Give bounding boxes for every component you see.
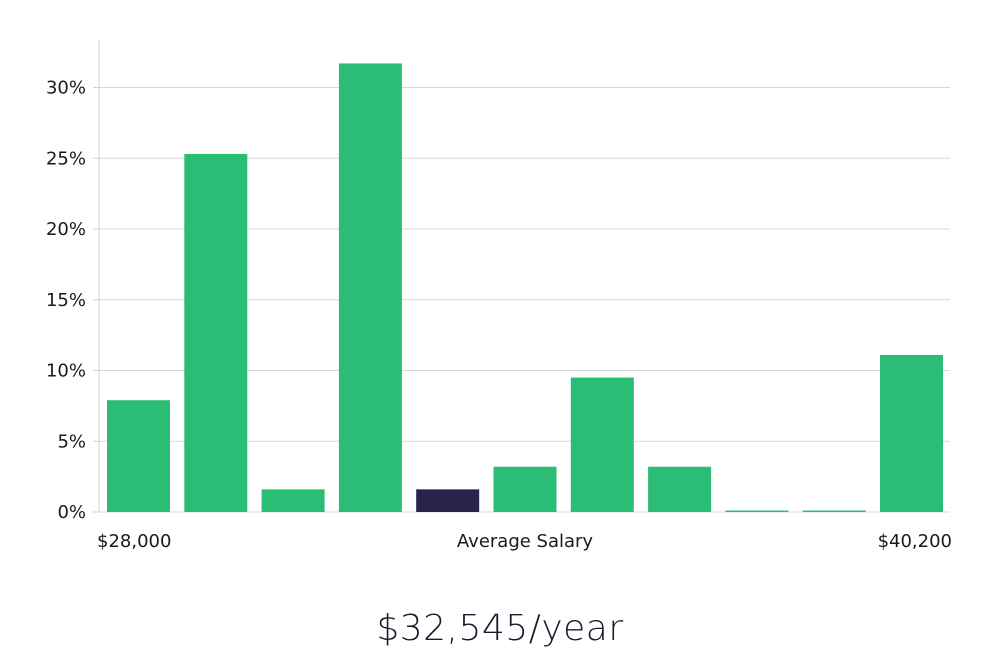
bar: [570, 377, 634, 512]
bar: [725, 510, 789, 512]
x-axis-title: Average Salary: [457, 531, 594, 552]
bar: [648, 466, 712, 512]
bar: [493, 466, 557, 512]
bar: [261, 489, 325, 512]
bar: [184, 154, 248, 512]
average-salary-value: $32,545/year: [376, 608, 624, 649]
y-tick-label: 30%: [46, 78, 86, 99]
y-tick-label: 0%: [57, 502, 86, 523]
bar: [880, 354, 943, 512]
bars: [107, 63, 943, 512]
y-axis-tick-labels: 0% 5% 10% 15% 20% 25% 30%: [46, 78, 86, 524]
y-tick-label: 5%: [57, 431, 86, 452]
bar: [338, 63, 402, 512]
x-axis-min-label: $28,000: [97, 531, 171, 552]
bar-highlighted-average: [416, 489, 480, 512]
bar: [802, 510, 866, 512]
y-tick-label: 25%: [46, 148, 86, 169]
y-tick-label: 15%: [46, 290, 86, 311]
x-axis-max-label: $40,200: [878, 531, 952, 552]
bar: [107, 400, 170, 512]
y-tick-label: 10%: [46, 361, 86, 382]
y-tick-label: 20%: [46, 219, 86, 240]
